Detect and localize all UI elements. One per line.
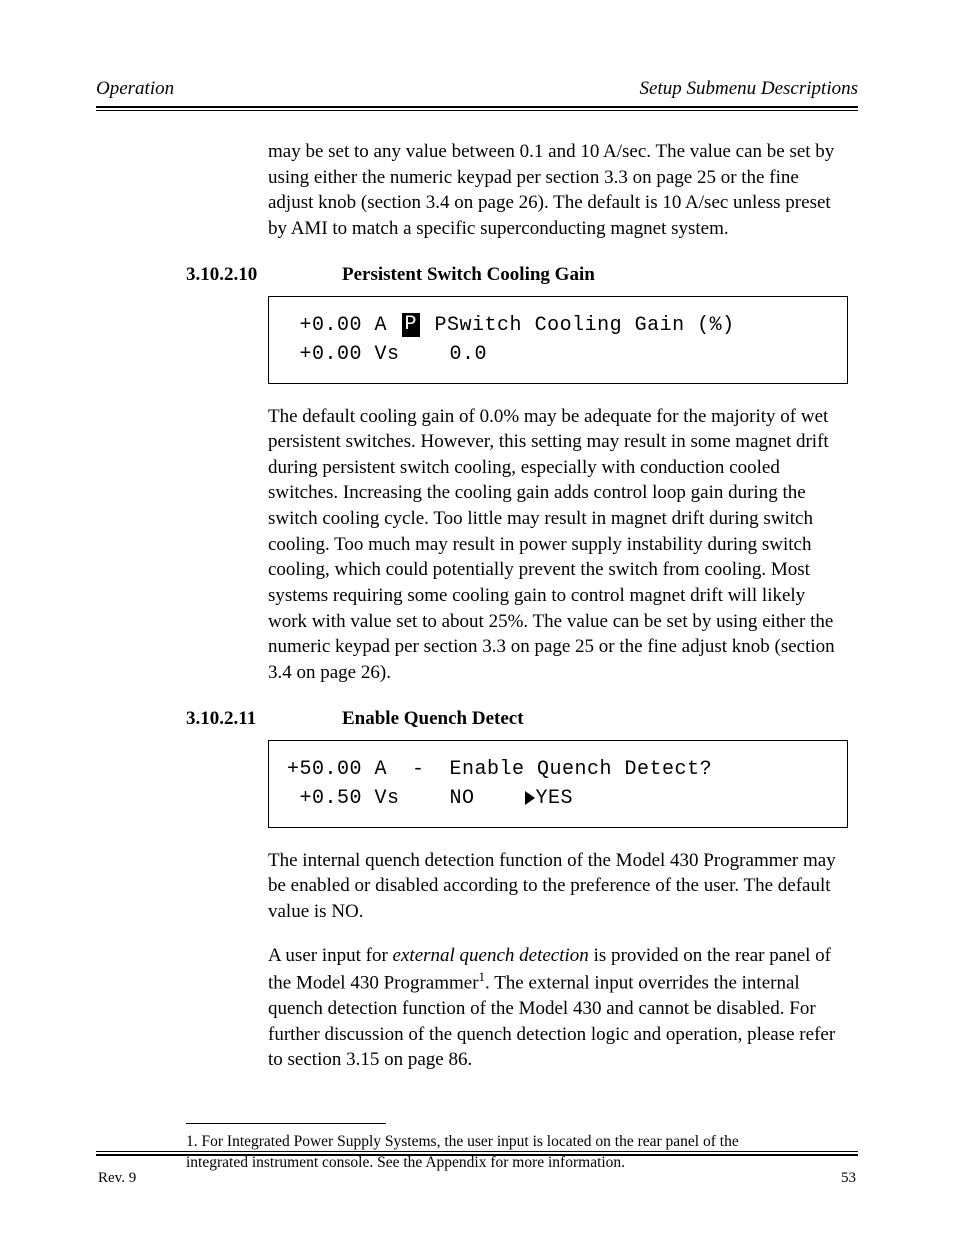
- lcd-line-1: +0.00 A P PSwitch Cooling Gain (%): [287, 311, 829, 340]
- quench-detect-paragraph-1: The internal quench detection function o…: [268, 848, 848, 925]
- heading-number: 3.10.2.11: [186, 708, 342, 730]
- lcd-display-cooling-gain: +0.00 A P PSwitch Cooling Gain (%) +0.00…: [268, 296, 848, 384]
- cooling-gain-paragraph: The default cooling gain of 0.0% may be …: [268, 404, 848, 686]
- lcd-prompt-line: +50.00 A - Enable Quench Detect?: [287, 755, 712, 784]
- lcd-display-quench-detect: +50.00 A - Enable Quench Detect? +0.50 V…: [268, 740, 848, 828]
- lcd-line-2: +0.00 Vs 0.0: [287, 340, 829, 369]
- section-heading-3-10-2-11: 3.10.2.11 Enable Quench Detect: [96, 708, 858, 730]
- lcd-current-reading: +0.00 A: [287, 311, 400, 340]
- header-rule-thin: [96, 110, 858, 111]
- persistent-mode-icon: P: [402, 313, 421, 337]
- heading-number: 3.10.2.10: [186, 264, 342, 286]
- lcd-voltage-and-value: +0.00 Vs 0.0: [287, 340, 487, 369]
- lcd-line-1: +50.00 A - Enable Quench Detect?: [287, 755, 829, 784]
- lcd-line-2: +0.50 Vs NO YES: [287, 784, 829, 813]
- lcd-yes-option: YES: [536, 784, 574, 813]
- header-rule-thick: [96, 106, 858, 108]
- header-chapter: Operation: [96, 78, 174, 100]
- text-run: A user input for: [268, 945, 393, 966]
- header: Operation Setup Submenu Descriptions: [96, 78, 858, 111]
- heading-title: Enable Quench Detect: [342, 708, 524, 730]
- heading-title: Persistent Switch Cooling Gain: [342, 264, 595, 286]
- lcd-prompt-text: PSwitch Cooling Gain (%): [422, 311, 735, 340]
- header-section: Setup Submenu Descriptions: [640, 78, 858, 100]
- continuation-paragraph: may be set to any value between 0.1 and …: [268, 139, 848, 242]
- quench-detect-paragraph-2: A user input for external quench detecti…: [268, 943, 848, 1074]
- page: Operation Setup Submenu Descriptions may…: [0, 0, 954, 1235]
- cursor-icon: [525, 791, 535, 805]
- footer-rev: Rev. 9: [98, 1170, 136, 1187]
- footer-rule-thin: [96, 1151, 858, 1152]
- text-italic: external quench detection: [393, 945, 589, 966]
- lcd-voltage-and-no: +0.50 Vs NO: [287, 784, 525, 813]
- section-heading-3-10-2-10: 3.10.2.10 Persistent Switch Cooling Gain: [96, 264, 858, 286]
- footer-row: Rev. 9 53: [96, 1170, 858, 1187]
- footer: Rev. 9 53: [96, 1121, 858, 1187]
- footer-rule-thick: [96, 1154, 858, 1156]
- footer-page: 53: [841, 1170, 856, 1187]
